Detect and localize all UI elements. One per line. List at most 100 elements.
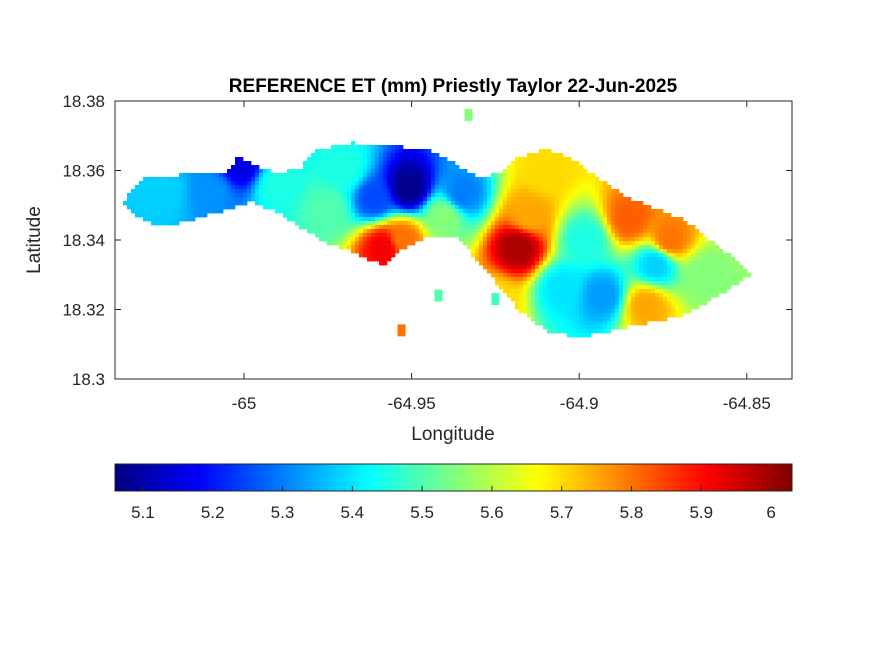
heatmap-cell [655, 297, 660, 302]
heatmap-cell [555, 325, 560, 330]
heatmap-cell [543, 217, 548, 222]
heatmap-cell [419, 225, 424, 230]
heatmap-cell [547, 285, 552, 290]
heatmap-cell [319, 161, 324, 166]
heatmap-cell [587, 309, 592, 314]
heatmap-cell [675, 297, 680, 302]
heatmap-cell [395, 237, 400, 242]
heatmap-cell [603, 261, 608, 266]
heatmap-cell [343, 145, 348, 150]
heatmap-cell [731, 281, 736, 286]
heatmap-cell [355, 185, 360, 190]
heatmap-cell [559, 197, 564, 202]
heatmap-cell [551, 205, 556, 210]
heatmap-cell [435, 225, 440, 230]
heatmap-cell [575, 333, 580, 338]
heatmap-cell [683, 277, 688, 282]
heatmap-cell [643, 225, 648, 230]
heatmap-cell [515, 265, 520, 270]
heatmap-cell [327, 157, 332, 162]
heatmap-cell [319, 169, 324, 174]
heatmap-cell [319, 189, 324, 194]
heatmap-cell [679, 277, 684, 282]
heatmap-cell [579, 241, 584, 246]
heatmap-cell [487, 253, 492, 258]
heatmap-cell [307, 217, 312, 222]
heatmap-cell [503, 237, 508, 242]
heatmap-cell [347, 229, 352, 234]
heatmap-cell [263, 173, 268, 178]
heatmap-cell [559, 241, 564, 246]
heatmap-cell [391, 221, 396, 226]
heatmap-cell [439, 209, 444, 214]
heatmap-cell [647, 317, 652, 322]
heatmap-cell [335, 153, 340, 158]
heatmap-cell [411, 213, 416, 218]
heatmap-cell [663, 317, 668, 322]
heatmap-cell [607, 185, 612, 190]
heatmap-cell [287, 173, 292, 178]
heatmap-cell [483, 217, 488, 222]
heatmap-cell [623, 221, 628, 226]
heatmap-cell [383, 185, 388, 190]
heatmap-cell [607, 205, 612, 210]
heatmap-cell [523, 309, 528, 314]
heatmap-cell [699, 289, 704, 294]
heatmap-cell [699, 293, 704, 298]
heatmap-cell [223, 181, 228, 186]
heatmap-cell [555, 297, 560, 302]
heatmap-cell [627, 261, 632, 266]
heatmap-cell [611, 285, 616, 290]
heatmap-cell [551, 165, 556, 170]
heatmap-cell [367, 229, 372, 234]
heatmap-cell [631, 245, 636, 250]
heatmap-cell [663, 257, 668, 262]
heatmap-cell [615, 285, 620, 290]
heatmap-cell [671, 221, 676, 226]
heatmap-cell [499, 245, 504, 250]
heatmap-cell [375, 169, 380, 174]
heatmap-cell [611, 209, 616, 214]
heatmap-cell [379, 261, 384, 266]
heatmap-cell [563, 317, 568, 322]
heatmap-cell [411, 209, 416, 214]
heatmap-cell [551, 277, 556, 282]
heatmap-cell [411, 181, 416, 186]
heatmap-cell [595, 301, 600, 306]
heatmap-cell [559, 321, 564, 326]
heatmap-cell [547, 237, 552, 242]
heatmap-cell [631, 225, 636, 230]
heatmap-cell [299, 173, 304, 178]
heatmap-cell [551, 173, 556, 178]
heatmap-cell [319, 201, 324, 206]
heatmap-cell [415, 153, 420, 158]
heatmap-cell [659, 273, 664, 278]
heatmap-cell [379, 145, 384, 150]
heatmap-cell [719, 261, 724, 266]
heatmap-cell [331, 221, 336, 226]
heatmap-cell [543, 233, 548, 238]
heatmap-cell [607, 309, 612, 314]
heatmap-cell [347, 241, 352, 246]
heatmap-cell [471, 197, 476, 202]
heatmap-cell [611, 273, 616, 278]
heatmap-cell [495, 257, 500, 262]
heatmap-cell [275, 181, 280, 186]
heatmap-cell [315, 181, 320, 186]
heatmap-cell [715, 273, 720, 278]
heatmap-cell [555, 293, 560, 298]
heatmap-cell [675, 233, 680, 238]
heatmap-cell [271, 173, 276, 178]
heatmap-cell [331, 209, 336, 214]
heatmap-cell [583, 245, 588, 250]
heatmap-cell [447, 233, 452, 238]
heatmap-cell [567, 197, 572, 202]
heatmap-cell [515, 273, 520, 278]
heatmap-cell [335, 145, 340, 150]
heatmap-cell [651, 269, 656, 274]
heatmap-cell [551, 265, 556, 270]
heatmap-cell [519, 173, 524, 178]
heatmap-cell [267, 197, 272, 202]
heatmap-cell [343, 205, 348, 210]
heatmap-cell [587, 297, 592, 302]
